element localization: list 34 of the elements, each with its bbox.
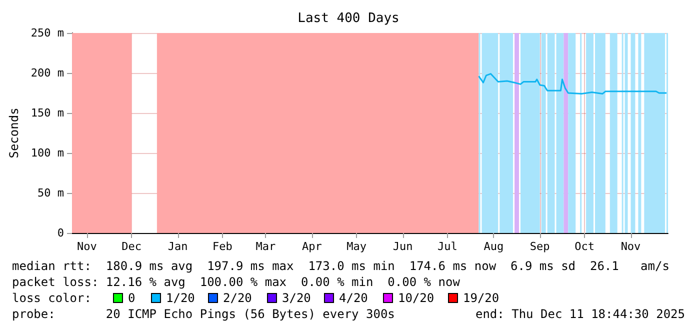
y-tick-label: 200 m [30, 66, 64, 80]
x-tick-label: May [346, 240, 367, 253]
x-tick-label: Dec [122, 240, 142, 253]
text: 2/20 [223, 291, 252, 305]
x-tick-label: Feb [212, 240, 232, 253]
x-tick-label: Sep [530, 240, 550, 253]
text: end: Thu Dec 11 18:44:30 2025 [475, 307, 685, 321]
x-tick-label: Apr [302, 240, 322, 253]
x-tick-label: Mar [256, 240, 276, 253]
x-tick-label: Jun [392, 240, 413, 253]
text: 1/20 [166, 291, 195, 305]
x-tick-label: Jan [168, 240, 188, 253]
y-tick-label: 0 [57, 226, 64, 240]
y-axis-title: Seconds [7, 108, 21, 158]
text: 10/20 [398, 291, 434, 305]
text: 19/20 [463, 291, 500, 305]
text: 0 [128, 291, 136, 305]
x-tick-label: Oct [574, 240, 594, 253]
chart-title: Last 400 Days [298, 11, 400, 26]
text: probe: 20 ICMP Echo Pings (56 Bytes) every 300s [12, 307, 395, 321]
x-tick-label: Nov [76, 240, 98, 253]
y-tick-label: 100 m [30, 146, 64, 160]
line-series [478, 73, 668, 95]
text: loss color: [12, 291, 92, 305]
text: packet loss: 12.16 % avg 100.00 % max 0.00 % min 0.00 % now [12, 275, 461, 289]
text: 3/20 [282, 291, 311, 305]
y-tick-label: 250 m [30, 26, 64, 40]
text: 4/20 [339, 291, 368, 305]
y-tick-label: 50 m [38, 186, 64, 200]
x-tick-label: Aug [484, 240, 504, 253]
text: median rtt: 180.9 ms avg 197.9 ms max 173.0 ms min 174.6 ms now 6.9 ms sd 26.1 am/s [12, 259, 670, 273]
y-tick-label: 150 m [30, 106, 64, 120]
x-tick-label: Jul [438, 240, 458, 253]
x-tick-label: Nov [620, 240, 642, 253]
